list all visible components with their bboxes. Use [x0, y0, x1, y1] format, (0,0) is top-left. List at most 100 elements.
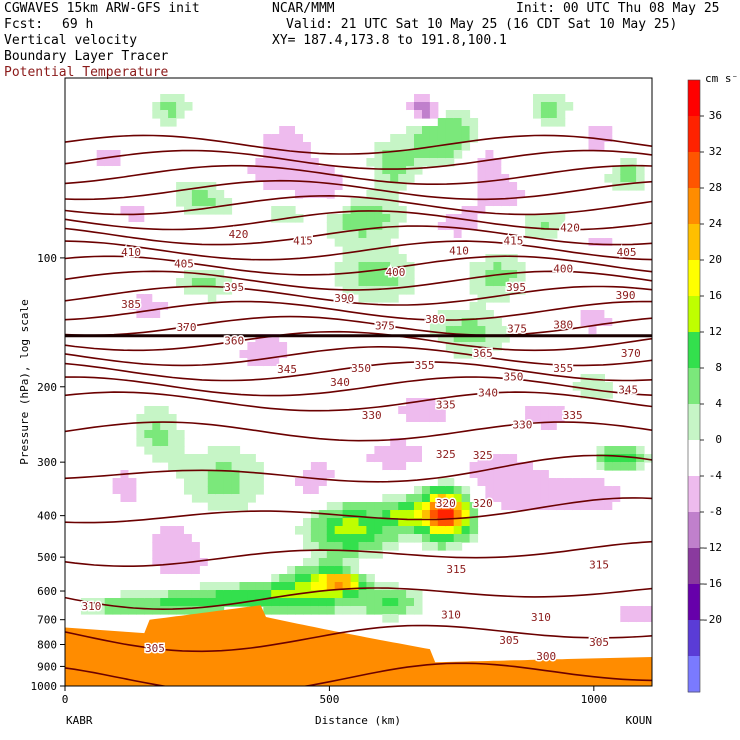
w-cell [255, 590, 264, 599]
w-cell [445, 326, 455, 335]
w-cell [390, 174, 399, 183]
w-cell [540, 598, 550, 607]
w-cell [239, 182, 248, 191]
w-cell [414, 438, 423, 447]
w-cell [223, 278, 233, 287]
w-cell [104, 150, 114, 159]
w-cell [493, 190, 502, 199]
w-cell [437, 206, 447, 215]
w-cell [168, 558, 177, 567]
w-cell [382, 406, 391, 415]
w-cell [509, 430, 518, 439]
w-cell [540, 214, 550, 223]
w-cell [136, 118, 145, 127]
w-cell [310, 598, 320, 607]
w-cell [596, 606, 605, 615]
w-cell [326, 462, 336, 471]
w-cell [239, 366, 248, 375]
w-cell [469, 518, 479, 527]
w-cell [136, 606, 145, 615]
w-cell [215, 454, 225, 463]
w-cell [414, 494, 423, 503]
w-cell [112, 606, 122, 615]
theta-label: 310 [81, 600, 101, 613]
w-cell [207, 566, 217, 575]
w-cell [310, 142, 320, 151]
w-cell [620, 182, 629, 191]
w-cell [533, 390, 542, 399]
w-cell [414, 406, 423, 415]
w-cell [342, 214, 352, 223]
w-cell [374, 502, 383, 511]
vertical-velocity-fill [65, 94, 652, 686]
w-cell [604, 326, 613, 335]
w-cell [279, 142, 288, 151]
w-cell [493, 430, 502, 439]
w-cell [620, 166, 629, 175]
w-cell [366, 446, 375, 455]
w-cell [263, 142, 272, 151]
w-cell [96, 158, 106, 167]
w-cell [168, 518, 177, 527]
w-cell [144, 406, 153, 415]
w-cell [533, 470, 542, 479]
w-cell [453, 534, 463, 543]
w-cell [572, 478, 582, 487]
w-cell [350, 278, 360, 287]
w-cell [517, 510, 526, 519]
w-cell [540, 230, 550, 239]
w-cell [176, 198, 185, 207]
w-cell [509, 438, 518, 447]
w-cell [247, 590, 256, 599]
w-cell [636, 462, 645, 471]
w-cell [548, 94, 558, 103]
w-cell [326, 222, 336, 231]
w-cell [596, 118, 605, 127]
w-cell [144, 590, 153, 599]
w-cell [390, 542, 399, 551]
w-cell [191, 198, 201, 207]
w-cell [247, 358, 256, 367]
w-cell [247, 478, 256, 487]
w-cell [271, 366, 280, 375]
w-cell [176, 438, 185, 447]
w-cell [239, 342, 248, 351]
w-cell [342, 574, 352, 583]
w-cell [406, 446, 415, 455]
w-cell [588, 382, 597, 391]
field-vertical-velocity: Vertical velocity [4, 33, 138, 48]
w-cell [104, 502, 114, 511]
w-cell [501, 582, 510, 591]
w-cell [96, 486, 106, 495]
w-cell [342, 606, 352, 615]
theta-contour [65, 361, 652, 382]
w-cell [382, 150, 391, 159]
w-cell [429, 326, 439, 335]
w-cell [580, 246, 590, 255]
w-cell [525, 414, 534, 423]
w-cell [429, 446, 439, 455]
w-cell [160, 542, 169, 551]
w-cell [422, 94, 431, 103]
w-cell [184, 598, 193, 607]
w-cell [271, 174, 280, 183]
w-cell [477, 462, 486, 471]
w-cell [509, 470, 518, 479]
w-cell [493, 494, 502, 503]
w-cell [533, 518, 542, 527]
w-cell [437, 542, 447, 551]
w-cell [287, 206, 296, 215]
w-cell [445, 478, 455, 487]
w-cell [390, 206, 399, 215]
w-cell [342, 582, 352, 591]
w-cell [556, 582, 566, 591]
w-cell [517, 462, 526, 471]
w-cell [477, 350, 486, 359]
w-cell [501, 470, 510, 479]
w-cell [144, 598, 153, 607]
w-cell [477, 470, 486, 479]
colorbar-swatch [688, 476, 700, 513]
w-cell [199, 206, 209, 215]
w-cell [191, 598, 201, 607]
w-cell [398, 166, 407, 175]
